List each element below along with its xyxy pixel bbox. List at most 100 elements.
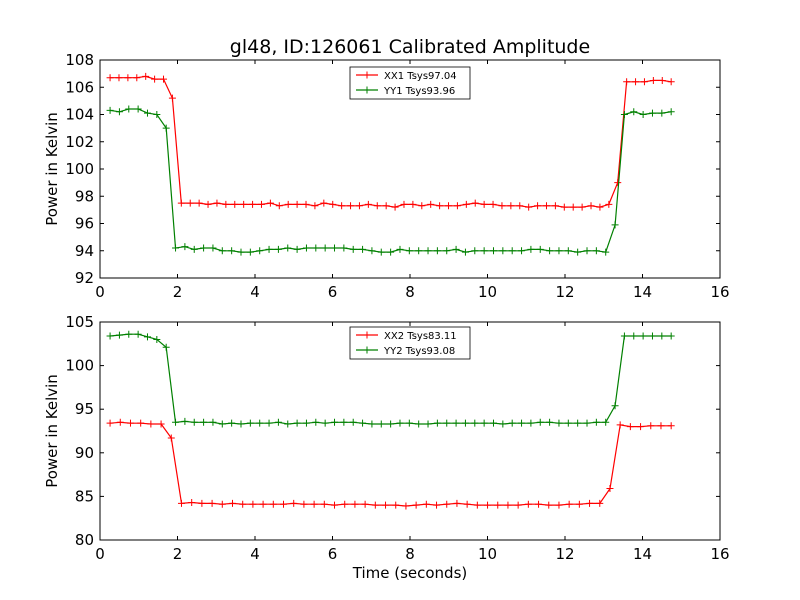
top-series-1-point: [256, 247, 264, 255]
top-series-1-point: [564, 247, 572, 255]
bottom-series-0-point: [647, 422, 655, 430]
bottom-series-1-point: [359, 419, 367, 427]
bottom-series-0-point: [280, 500, 288, 508]
top-y-tick-label: 98: [75, 187, 94, 205]
top-series-1-point: [349, 245, 357, 253]
bottom-series-1-point: [172, 418, 180, 426]
top-series-1-point: [518, 247, 526, 255]
top-x-tick-label: 16: [710, 283, 729, 301]
top-series-0-point: [329, 200, 337, 208]
bottom-series-0-point: [433, 501, 441, 509]
bottom-series-0-point: [463, 500, 471, 508]
bottom-series-0-point: [412, 501, 420, 509]
bottom-series-1-point: [658, 332, 666, 340]
bottom-series-1-point: [518, 419, 526, 427]
bottom-series-0-point: [616, 421, 624, 429]
bottom-series-1-point: [639, 332, 647, 340]
top-series-0-point: [364, 200, 372, 208]
top-series-1-point: [377, 248, 385, 256]
bottom-x-tick-label: 0: [95, 545, 105, 563]
top-series-0-point: [605, 200, 613, 208]
bottom-series-1-point: [200, 418, 208, 426]
bottom-series-1-point: [415, 420, 423, 428]
top-series-1-point: [602, 248, 610, 256]
top-series-1-point: [190, 245, 198, 253]
top-series-0-point: [489, 200, 497, 208]
top-series-0-point: [124, 74, 132, 82]
top-series-0-point: [587, 202, 595, 210]
bottom-series-0-point: [504, 501, 512, 509]
bottom-legend-label-0: XX2 Tsys83.11: [384, 331, 457, 342]
bottom-series-0-point: [453, 499, 461, 507]
top-series-0-point: [266, 199, 274, 207]
top-series-1-point: [312, 244, 320, 252]
top-series-1-point: [424, 247, 432, 255]
chart-title: gl48, ID:126061 Calibrated Amplitude: [230, 36, 590, 58]
bottom-series-1-point: [293, 419, 301, 427]
bottom-y-tick-label: 100: [65, 357, 94, 375]
bottom-series-1-point: [405, 419, 413, 427]
bottom-series-0-point: [596, 499, 604, 507]
top-series-0-point: [400, 200, 408, 208]
top-x-tick-label: 14: [633, 283, 652, 301]
top-series-0-line: [110, 75, 672, 208]
bottom-series-1-point: [667, 332, 675, 340]
top-series-1-point: [368, 247, 376, 255]
top-series-1-point: [181, 243, 189, 251]
bottom-y-tick-label: 105: [65, 313, 94, 331]
top-series-0-point: [551, 202, 559, 210]
top-series-0-point: [632, 78, 640, 86]
bottom-series-1-point: [471, 419, 479, 427]
top-series-0-point: [498, 202, 506, 210]
bottom-series-0-point: [351, 500, 359, 508]
top-legend-label-0: XX1 Tsys97.04: [384, 71, 457, 82]
top-series-0-point: [347, 202, 355, 210]
bottom-series-1-point: [312, 418, 320, 426]
bottom-series-1-point: [256, 419, 264, 427]
top-series-1-point: [331, 244, 339, 252]
bottom-series-1-point: [424, 420, 432, 428]
bottom-series-0-point: [422, 500, 430, 508]
bottom-series-1-point: [162, 343, 170, 351]
bottom-x-tick-label: 4: [250, 545, 260, 563]
top-series-0-point: [106, 74, 114, 82]
top-series-0-point: [249, 200, 257, 208]
top-series-0-point: [453, 202, 461, 210]
top-series-0-point: [311, 202, 319, 210]
top-series-1-point: [274, 245, 282, 253]
top-series-1-point: [218, 247, 226, 255]
top-series-1-point: [648, 109, 656, 117]
bottom-series-1-point: [377, 420, 385, 428]
top-series-0-point: [284, 200, 292, 208]
bottom-series-0-point: [361, 500, 369, 508]
top-x-tick-label: 6: [328, 283, 338, 301]
bottom-series-0-point: [300, 500, 308, 508]
bottom-x-tick-label: 16: [710, 545, 729, 563]
bottom-series-1-point: [602, 418, 610, 426]
bottom-series-0-point: [626, 423, 634, 431]
bottom-legend: [349, 326, 471, 360]
top-series-1-point: [489, 247, 497, 255]
top-series-1-point: [265, 245, 273, 253]
bottom-series-0-point: [575, 500, 583, 508]
bottom-y-tick-label: 95: [75, 400, 94, 418]
top-series-0-point: [320, 199, 328, 207]
top-x-tick-label: 12: [555, 283, 574, 301]
top-series-0-point: [391, 203, 399, 211]
top-series-1-point: [583, 247, 591, 255]
top-series-1-point: [499, 247, 507, 255]
bottom-series-1-point: [480, 419, 488, 427]
bottom-series-0-point: [514, 501, 522, 509]
top-series-1-point: [620, 111, 628, 118]
bottom-series-1-point: [181, 417, 189, 425]
bottom-series-0-point: [657, 422, 665, 430]
bottom-series-1-point: [237, 420, 245, 428]
bottom-series-0-point: [259, 500, 267, 508]
top-series-1-point: [461, 248, 469, 256]
top-series-0-point: [578, 203, 586, 211]
top-series-0-point: [542, 202, 550, 210]
top-series-1-point: [555, 247, 563, 255]
top-y-tick-label: 94: [75, 242, 94, 260]
